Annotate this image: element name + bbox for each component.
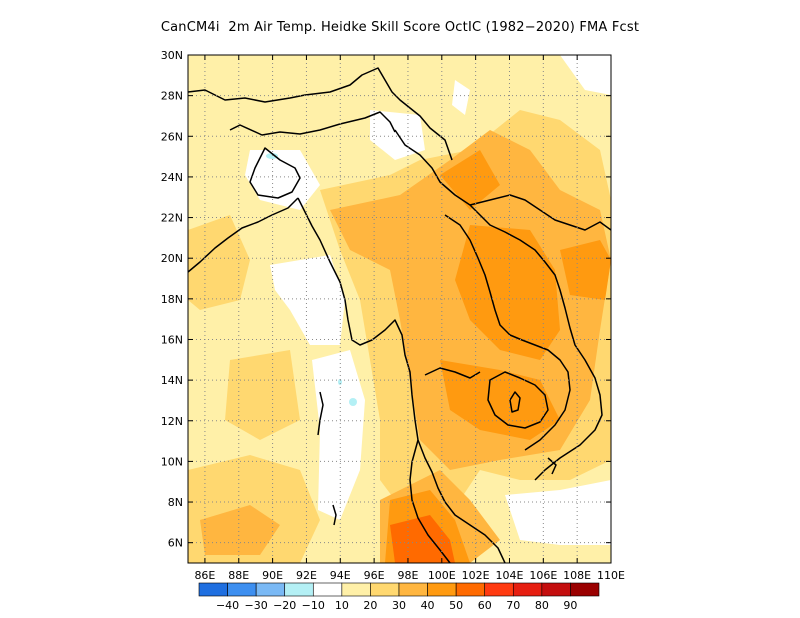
nicobar-islands [332,504,337,526]
cambodia-outline [487,371,549,429]
colorbar-label: 70 [506,599,520,612]
india-east-coast [188,197,299,273]
no-skill-area-ne [560,55,611,95]
x-tick-label: 110E [597,569,625,582]
skill-40-50-vietnam-north [560,240,611,300]
colorbar-label: −10 [302,599,325,612]
thai-lao-border [444,214,571,451]
no-skill-area-andaman [312,350,365,520]
tonle-sap [509,391,521,413]
y-tick-label: 16N [161,333,183,346]
y-tick-label: 30N [161,49,183,62]
gridlines [188,55,611,563]
island-scs [547,457,557,475]
colorbar-swatch [455,582,486,597]
y-tick-label: 10N [161,455,183,468]
colorbar-swatch [198,582,228,597]
x-tick-label: 104E [496,569,524,582]
colorbar-label: 50 [449,599,463,612]
malay-peninsula-east [417,439,506,563]
x-tick-label: 96E [364,569,385,582]
x-tick-label: 86E [194,569,215,582]
y-tick-label: 12N [161,415,183,428]
skill-40-50-laos [455,225,560,360]
x-tick-label: 92E [296,569,317,582]
colorbar-swatch [484,582,514,597]
coastlines-borders [188,67,611,563]
colorbar-swatch [370,582,400,597]
skill-20-30-west [188,215,250,310]
bangladesh-outline [249,147,301,199]
negative-skill-speck-1 [266,153,278,159]
y-tick-label: 8N [168,496,183,509]
x-tick-label: 88E [228,569,249,582]
y-tick-label: 24N [161,171,183,184]
map-title: CanCM4i 2m Air Temp. Heidke Skill Score … [160,20,640,35]
y-tick-label: 18N [161,293,183,306]
y-tick-label: 14N [161,374,183,387]
colorbar-swatch [312,582,343,597]
colorbar-label: −20 [273,599,296,612]
y-tick-label: 20N [161,252,183,265]
colorbar-label: 40 [421,599,435,612]
x-tick-label: 106E [529,569,557,582]
x-tick-label: 102E [462,569,490,582]
himalaya-border [188,67,453,161]
colorbar-swatch [341,582,371,597]
colorbar-swatch [427,582,457,597]
colorbar-label: 60 [478,599,492,612]
no-skill-area-scs-south [505,480,611,545]
colorbar-labels: −40 −30 −20 −10 10 20 30 40 50 60 70 80 90 [216,599,577,612]
x-tick-label: 94E [330,569,351,582]
colorbar-label: −40 [216,599,239,612]
colorbar-label: −30 [245,599,268,612]
china-vietnam-border [469,194,611,231]
y-axis: 30N 28N 26N 24N 22N 20N 18N 16N 14N 12N 10N 8N 6N [161,49,611,550]
malay-peninsula-west [409,439,451,563]
thailand-south-border [424,367,481,379]
colorbar-label: 90 [563,599,577,612]
colorbar-swatch [512,582,543,597]
colorbar-swatch [570,582,600,597]
colorbar-label: 20 [363,599,377,612]
y-tick-label: 26N [161,130,183,143]
negative-skill-speck-2 [349,398,357,406]
skill-50-60-malay [390,515,455,563]
skill-shading [188,55,611,563]
x-tick-label: 90E [262,569,283,582]
skill-40-50-yunnan [440,150,500,210]
x-tick-label: 100E [428,569,456,582]
x-tick-label: 108E [563,569,591,582]
colorbar-swatch [398,582,428,597]
india-border-north [229,111,396,136]
andaman-islands [317,391,324,436]
colorbar-label: 30 [392,599,406,612]
colorbar-label: 10 [335,599,349,612]
skill-20-30-bay-south [225,350,300,440]
myanmar-coast [297,197,419,441]
y-tick-label: 6N [168,537,183,550]
colorbar-swatch [255,582,286,597]
map-frame [187,54,612,564]
colorbar-swatch [541,582,571,597]
no-skill-area-tibet [452,80,470,115]
skill-40-50-cambodia [440,360,560,440]
x-axis: 86E 88E 90E 92E 94E 96E 98E 100E 102E 104E 106E 108… [194,55,625,582]
indochina-east-coast [394,129,603,481]
colorbar-swatch [227,582,257,597]
no-skill-area-bangladesh [245,150,320,210]
no-skill-area-bay [270,255,345,345]
colorbar [198,582,600,597]
y-tick-label: 28N [161,90,183,103]
y-tick-label: 22N [161,212,183,225]
colorbar-swatch [284,582,314,597]
x-tick-label: 98E [397,569,418,582]
colorbar-label: 80 [535,599,549,612]
